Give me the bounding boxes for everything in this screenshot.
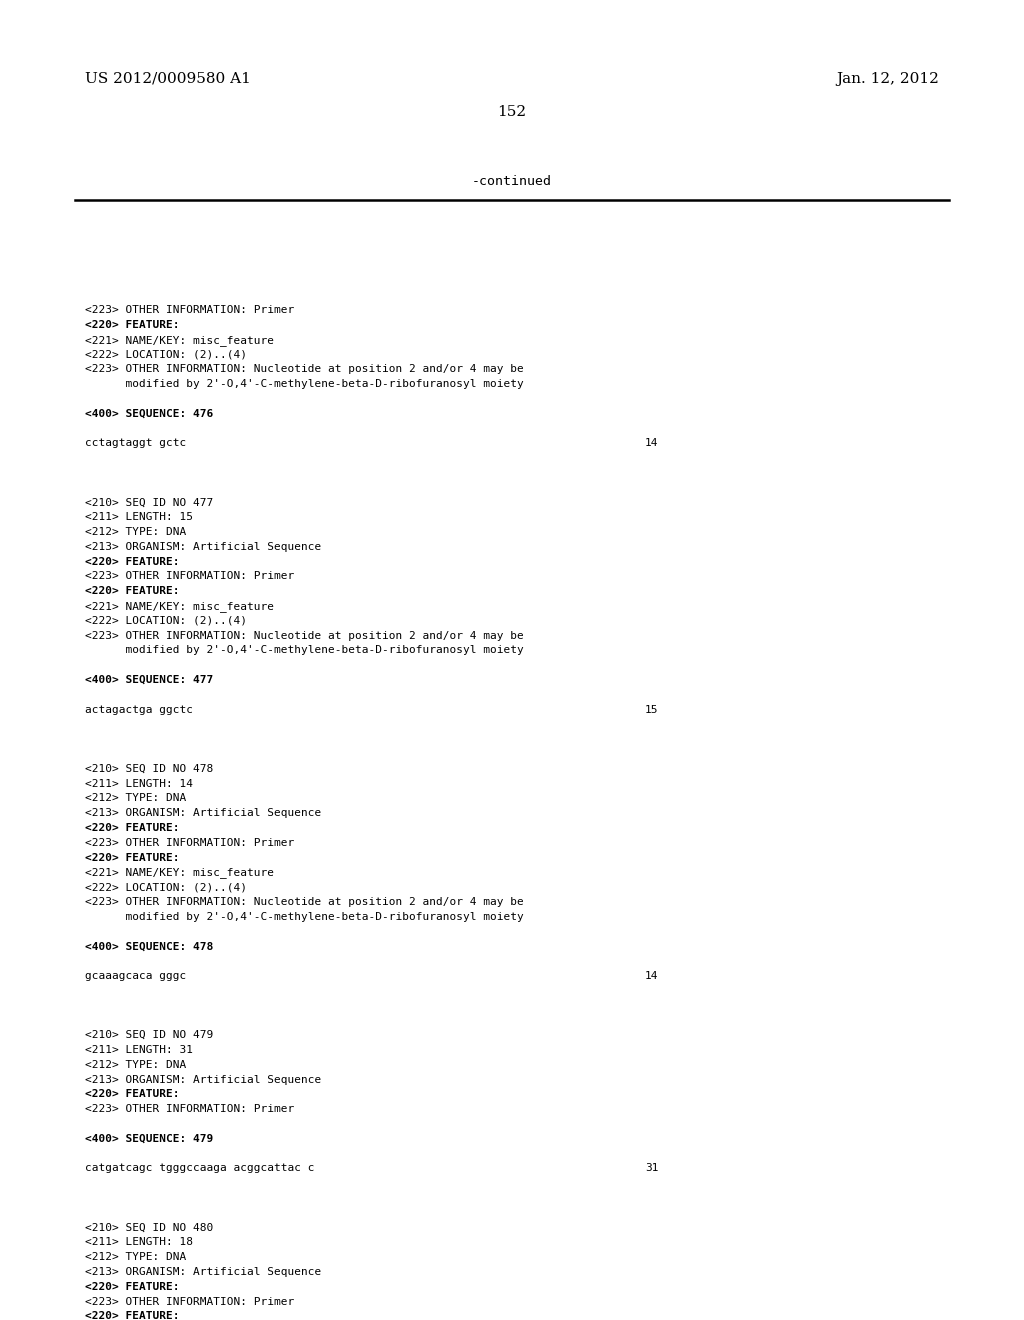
Text: modified by 2'-O,4'-C-methylene-beta-D-ribofuranosyl moiety: modified by 2'-O,4'-C-methylene-beta-D-r… — [85, 645, 523, 656]
Text: <213> ORGANISM: Artificial Sequence: <213> ORGANISM: Artificial Sequence — [85, 808, 322, 818]
Text: <223> OTHER INFORMATION: Primer: <223> OTHER INFORMATION: Primer — [85, 838, 294, 847]
Text: cctagtaggt gctc: cctagtaggt gctc — [85, 438, 186, 449]
Text: <220> FEATURE:: <220> FEATURE: — [85, 1311, 179, 1320]
Text: 14: 14 — [645, 438, 658, 449]
Text: gcaaagcaca gggc: gcaaagcaca gggc — [85, 972, 186, 981]
Text: <220> FEATURE:: <220> FEATURE: — [85, 822, 179, 833]
Text: <221> NAME/KEY: misc_feature: <221> NAME/KEY: misc_feature — [85, 601, 274, 612]
Text: <210> SEQ ID NO 477: <210> SEQ ID NO 477 — [85, 498, 213, 507]
Text: -continued: -continued — [472, 176, 552, 187]
Text: <223> OTHER INFORMATION: Primer: <223> OTHER INFORMATION: Primer — [85, 305, 294, 315]
Text: <223> OTHER INFORMATION: Nucleotide at position 2 and/or 4 may be: <223> OTHER INFORMATION: Nucleotide at p… — [85, 631, 523, 640]
Text: catgatcagc tgggccaaga acggcattac c: catgatcagc tgggccaaga acggcattac c — [85, 1163, 314, 1173]
Text: <212> TYPE: DNA: <212> TYPE: DNA — [85, 527, 186, 537]
Text: <210> SEQ ID NO 479: <210> SEQ ID NO 479 — [85, 1030, 213, 1040]
Text: <210> SEQ ID NO 480: <210> SEQ ID NO 480 — [85, 1222, 213, 1233]
Text: <211> LENGTH: 15: <211> LENGTH: 15 — [85, 512, 193, 523]
Text: <400> SEQUENCE: 476: <400> SEQUENCE: 476 — [85, 409, 213, 418]
Text: <210> SEQ ID NO 478: <210> SEQ ID NO 478 — [85, 764, 213, 774]
Text: <400> SEQUENCE: 478: <400> SEQUENCE: 478 — [85, 941, 213, 952]
Text: <222> LOCATION: (2)..(4): <222> LOCATION: (2)..(4) — [85, 616, 247, 626]
Text: <223> OTHER INFORMATION: Nucleotide at position 2 and/or 4 may be: <223> OTHER INFORMATION: Nucleotide at p… — [85, 364, 523, 374]
Text: <222> LOCATION: (2)..(4): <222> LOCATION: (2)..(4) — [85, 350, 247, 359]
Text: <221> NAME/KEY: misc_feature: <221> NAME/KEY: misc_feature — [85, 867, 274, 878]
Text: <220> FEATURE:: <220> FEATURE: — [85, 586, 179, 597]
Text: 152: 152 — [498, 106, 526, 119]
Text: <223> OTHER INFORMATION: Primer: <223> OTHER INFORMATION: Primer — [85, 1296, 294, 1307]
Text: <400> SEQUENCE: 479: <400> SEQUENCE: 479 — [85, 1134, 213, 1144]
Text: <213> ORGANISM: Artificial Sequence: <213> ORGANISM: Artificial Sequence — [85, 541, 322, 552]
Text: Jan. 12, 2012: Jan. 12, 2012 — [837, 73, 939, 86]
Text: <212> TYPE: DNA: <212> TYPE: DNA — [85, 1253, 186, 1262]
Text: <221> NAME/KEY: misc_feature: <221> NAME/KEY: misc_feature — [85, 334, 274, 346]
Text: modified by 2'-O,4'-C-methylene-beta-D-ribofuranosyl moiety: modified by 2'-O,4'-C-methylene-beta-D-r… — [85, 912, 523, 921]
Text: <211> LENGTH: 31: <211> LENGTH: 31 — [85, 1045, 193, 1055]
Text: <213> ORGANISM: Artificial Sequence: <213> ORGANISM: Artificial Sequence — [85, 1267, 322, 1276]
Text: <220> FEATURE:: <220> FEATURE: — [85, 319, 179, 330]
Text: <220> FEATURE:: <220> FEATURE: — [85, 853, 179, 862]
Text: <220> FEATURE:: <220> FEATURE: — [85, 1089, 179, 1100]
Text: <223> OTHER INFORMATION: Primer: <223> OTHER INFORMATION: Primer — [85, 572, 294, 581]
Text: <222> LOCATION: (2)..(4): <222> LOCATION: (2)..(4) — [85, 882, 247, 892]
Text: 14: 14 — [645, 972, 658, 981]
Text: <220> FEATURE:: <220> FEATURE: — [85, 557, 179, 566]
Text: actagactga ggctc: actagactga ggctc — [85, 705, 193, 714]
Text: <223> OTHER INFORMATION: Nucleotide at position 2 and/or 4 may be: <223> OTHER INFORMATION: Nucleotide at p… — [85, 898, 523, 907]
Text: <212> TYPE: DNA: <212> TYPE: DNA — [85, 793, 186, 804]
Text: <211> LENGTH: 14: <211> LENGTH: 14 — [85, 779, 193, 788]
Text: modified by 2'-O,4'-C-methylene-beta-D-ribofuranosyl moiety: modified by 2'-O,4'-C-methylene-beta-D-r… — [85, 379, 523, 389]
Text: 15: 15 — [645, 705, 658, 714]
Text: <220> FEATURE:: <220> FEATURE: — [85, 1282, 179, 1292]
Text: US 2012/0009580 A1: US 2012/0009580 A1 — [85, 73, 251, 86]
Text: <223> OTHER INFORMATION: Primer: <223> OTHER INFORMATION: Primer — [85, 1105, 294, 1114]
Text: <213> ORGANISM: Artificial Sequence: <213> ORGANISM: Artificial Sequence — [85, 1074, 322, 1085]
Text: <400> SEQUENCE: 477: <400> SEQUENCE: 477 — [85, 675, 213, 685]
Text: <211> LENGTH: 18: <211> LENGTH: 18 — [85, 1237, 193, 1247]
Text: <212> TYPE: DNA: <212> TYPE: DNA — [85, 1060, 186, 1069]
Text: 31: 31 — [645, 1163, 658, 1173]
